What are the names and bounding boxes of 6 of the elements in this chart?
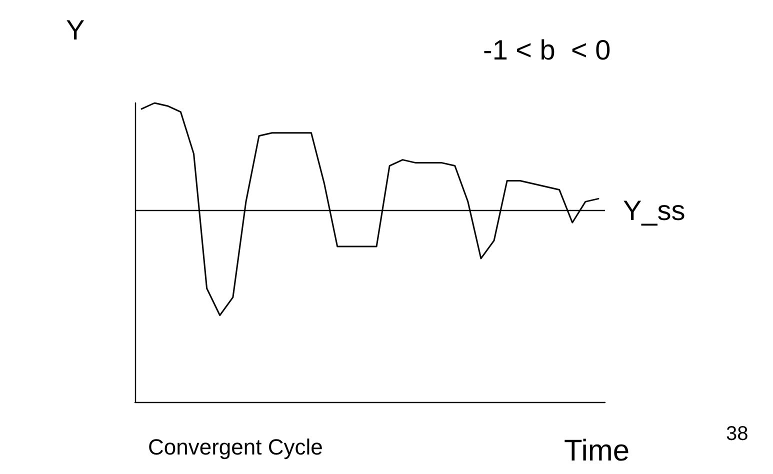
text: 38 xyxy=(726,423,748,445)
ref-line-label: Y_ss xyxy=(623,195,686,226)
x-axis-title: Time xyxy=(564,434,630,468)
text: Convergent Cycle xyxy=(148,434,323,460)
y-axis-title: Y xyxy=(66,14,85,46)
text: -1 < b < 0 xyxy=(483,34,611,66)
